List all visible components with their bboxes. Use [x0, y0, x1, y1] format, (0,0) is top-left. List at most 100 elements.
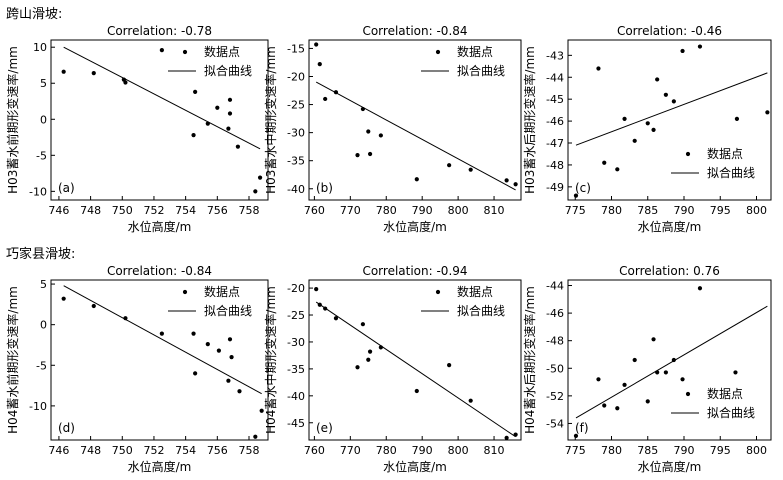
plot-frame	[50, 279, 269, 441]
data-point	[632, 138, 637, 143]
x-tick-label: 760	[304, 204, 325, 217]
data-point	[596, 377, 601, 382]
legend-fit-label: 拟合曲线	[204, 63, 252, 78]
x-tick-label: 790	[412, 204, 433, 217]
data-point	[680, 377, 685, 382]
panel-label: (a)	[58, 181, 75, 195]
data-point	[680, 48, 685, 54]
data-point	[602, 160, 607, 165]
chart-title: Correlation: -0.84	[107, 264, 212, 278]
legend-fit-label: 拟合曲线	[457, 63, 505, 78]
data-point	[237, 389, 242, 394]
x-tick-label: 746	[48, 204, 69, 217]
data-point	[378, 345, 383, 350]
y-tick-label: -45	[546, 93, 564, 106]
data-point	[333, 316, 339, 321]
data-point	[378, 133, 383, 138]
x-tick-label: 770	[340, 204, 361, 217]
x-axis-label: 水位高度/m	[638, 459, 702, 474]
data-point	[622, 116, 627, 122]
panel-label: (c)	[575, 181, 591, 195]
data-point	[317, 62, 322, 67]
x-tick-label: 800	[448, 444, 469, 457]
data-point	[215, 105, 220, 110]
x-tick-label: 770	[340, 444, 361, 457]
x-tick-label: 775	[565, 204, 586, 217]
data-point	[61, 296, 66, 301]
y-tick-label: -43	[546, 49, 564, 62]
data-point	[227, 337, 233, 342]
fit-line	[63, 46, 261, 150]
panel-label: (f)	[575, 421, 589, 435]
x-tick-label: 750	[112, 444, 133, 457]
data-point	[615, 167, 620, 172]
y-tick-label: 5	[40, 77, 47, 90]
legend-points-label: 数据点	[707, 146, 743, 161]
data-point	[91, 303, 96, 309]
data-point	[159, 47, 164, 53]
x-axis-label: 水位高度/m	[128, 219, 192, 234]
legend-points-label: 数据点	[457, 284, 493, 299]
data-point	[355, 152, 360, 158]
x-tick-label: 790	[412, 444, 433, 457]
x-tick-label: 750	[112, 204, 133, 217]
data-point	[645, 121, 650, 126]
fit-line	[315, 81, 516, 191]
data-point	[663, 92, 668, 97]
y-axis-label: H04蓄水前期形变速率/mm	[5, 286, 20, 434]
data-point	[205, 121, 210, 126]
fit-line	[315, 301, 516, 438]
x-tick-label: 754	[175, 204, 196, 217]
legend-point-marker	[182, 49, 188, 55]
y-axis-label: H04蓄水中期形变速率/mm	[263, 286, 278, 434]
y-axis-label: H04蓄水后期形变速率/mm	[522, 286, 537, 434]
data-point	[671, 357, 676, 363]
y-tick-label: -10	[29, 400, 47, 413]
y-tick-label: -25	[287, 99, 305, 112]
x-tick-label: 810	[484, 204, 505, 217]
data-point	[596, 66, 601, 71]
data-point	[253, 434, 258, 439]
y-tick-label: -30	[287, 336, 305, 349]
x-axis-label: 水位高度/m	[383, 219, 447, 234]
legend-fit-label: 拟合曲线	[457, 303, 505, 318]
x-tick-label: 790	[674, 204, 695, 217]
data-point	[671, 99, 676, 104]
x-tick-label: 790	[674, 444, 695, 457]
data-point	[191, 133, 196, 138]
x-tick-label: 785	[637, 444, 658, 457]
section-label-qiaojia: 巧家县滑坡:	[6, 247, 76, 262]
data-point	[573, 433, 579, 438]
legend-fit-label: 拟合曲线	[707, 165, 755, 180]
data-point	[447, 163, 452, 168]
x-tick-label: 810	[484, 444, 505, 457]
y-axis-label: H03蓄水中期形变速率/mm	[263, 46, 278, 194]
x-tick-label: 756	[207, 204, 228, 217]
data-point	[513, 182, 518, 187]
legend-point-marker	[182, 289, 188, 295]
data-point	[226, 378, 231, 383]
y-tick-label: -44	[546, 71, 564, 84]
data-point	[257, 175, 263, 180]
y-tick-label: -52	[546, 390, 564, 403]
data-point	[632, 357, 637, 363]
plot-frame	[308, 39, 522, 201]
x-tick-label: 748	[80, 204, 101, 217]
y-tick-label: -48	[546, 335, 564, 348]
data-point	[317, 302, 322, 307]
data-point	[573, 193, 579, 198]
data-point	[226, 126, 231, 131]
data-point	[61, 69, 66, 74]
data-point	[651, 337, 656, 342]
data-point	[602, 403, 607, 408]
data-point	[367, 349, 373, 354]
x-tick-label: 780	[376, 444, 397, 457]
data-point	[314, 42, 319, 47]
section-label-kuashan: 跨山滑坡:	[6, 7, 63, 22]
legend-points-label: 数据点	[204, 44, 240, 59]
data-point	[366, 357, 371, 362]
